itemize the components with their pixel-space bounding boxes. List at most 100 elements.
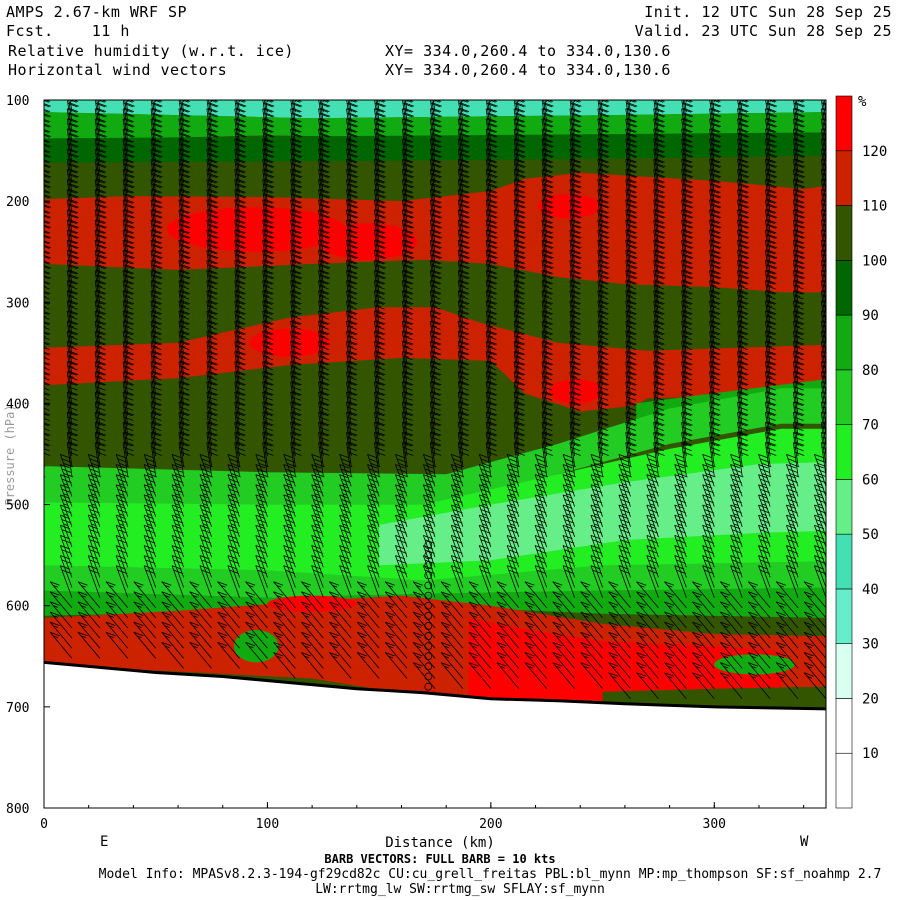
barb-flag bbox=[180, 249, 190, 254]
barb-staff bbox=[94, 108, 101, 143]
barb-flag bbox=[117, 488, 128, 494]
barb-flag bbox=[151, 163, 162, 168]
barb-flag bbox=[124, 264, 135, 269]
barb-flag bbox=[179, 244, 190, 249]
barb-staff bbox=[152, 100, 157, 123]
barb-staff bbox=[490, 100, 492, 103]
barb-flag bbox=[152, 127, 162, 133]
wind-barb bbox=[150, 100, 163, 133]
barb-staff bbox=[66, 280, 73, 315]
barb-flag bbox=[152, 158, 162, 163]
barb-flag bbox=[173, 458, 184, 463]
wind-barb bbox=[66, 401, 79, 436]
barb-staff bbox=[44, 291, 45, 295]
barb-flag bbox=[88, 504, 98, 509]
barb-staff bbox=[238, 100, 240, 103]
wind-barb bbox=[122, 280, 135, 315]
barb-flag bbox=[180, 284, 186, 287]
barb-flag bbox=[67, 325, 78, 330]
barb-flag bbox=[77, 581, 88, 586]
wind-barb bbox=[178, 128, 191, 163]
barb-staff bbox=[94, 189, 101, 224]
barb-flag bbox=[150, 381, 161, 386]
barb-flag bbox=[97, 82, 107, 86]
barb-flag bbox=[124, 122, 135, 127]
barb-flag bbox=[180, 411, 190, 416]
barb-flag bbox=[69, 365, 75, 368]
barb-flag bbox=[44, 104, 50, 108]
barb-flag bbox=[152, 299, 162, 305]
wind-barb bbox=[122, 159, 135, 194]
wind-barb bbox=[266, 100, 268, 103]
barb-flag bbox=[95, 426, 106, 431]
barb-flag bbox=[180, 178, 190, 183]
wind-barb bbox=[178, 391, 190, 426]
barb-flag bbox=[96, 219, 107, 224]
barb-flag bbox=[124, 127, 135, 133]
barb-staff bbox=[178, 371, 185, 406]
barb-flag bbox=[94, 219, 105, 224]
barb-flag bbox=[68, 208, 79, 214]
barb-staff bbox=[94, 402, 101, 436]
barb-flag bbox=[143, 494, 154, 499]
wind-barb bbox=[66, 432, 79, 467]
barb-flag bbox=[68, 310, 79, 315]
barb-flag bbox=[151, 274, 162, 280]
barb-flag bbox=[152, 334, 158, 338]
barb-flag bbox=[152, 88, 162, 92]
barb-flag bbox=[347, 73, 357, 77]
barb-flag bbox=[179, 113, 190, 118]
barb-flag bbox=[123, 113, 134, 118]
barb-flag bbox=[88, 545, 98, 550]
barb-flag bbox=[487, 93, 497, 97]
barb-flag bbox=[180, 355, 186, 358]
barb-flag bbox=[89, 488, 100, 494]
barb-staff bbox=[178, 280, 185, 315]
barb-flag bbox=[150, 189, 161, 194]
barb-flag bbox=[67, 270, 77, 275]
barb-flag bbox=[175, 473, 185, 478]
barb-flag bbox=[122, 381, 133, 386]
barb-flag bbox=[67, 330, 77, 336]
wind-barb bbox=[294, 100, 296, 103]
barb-flag bbox=[180, 73, 190, 77]
barb-flag bbox=[152, 138, 162, 143]
barb-staff bbox=[44, 250, 45, 254]
barb-staff bbox=[44, 495, 45, 497]
barb-staff bbox=[66, 128, 73, 163]
barb-flag bbox=[178, 189, 189, 194]
wind-barb bbox=[122, 219, 135, 254]
barb-staff bbox=[105, 581, 129, 608]
wind-barb bbox=[150, 361, 162, 396]
barb-flag bbox=[96, 284, 103, 287]
barb-flag bbox=[460, 78, 470, 82]
barb-flag bbox=[180, 289, 190, 295]
barb-flag bbox=[69, 274, 79, 279]
barb-flag bbox=[49, 631, 60, 637]
wind-barb bbox=[66, 371, 79, 406]
barb-flag bbox=[152, 355, 158, 358]
wind-barb bbox=[122, 421, 135, 457]
barb-flag bbox=[69, 88, 79, 92]
barb-staff bbox=[150, 432, 157, 467]
barb-flag bbox=[171, 494, 182, 499]
barb-flag bbox=[40, 73, 50, 77]
barb-flag bbox=[44, 205, 50, 209]
barb-staff bbox=[44, 100, 45, 103]
barb-flag bbox=[151, 113, 162, 118]
barb-flag bbox=[150, 270, 161, 275]
barb-flag bbox=[105, 631, 116, 637]
barb-flag bbox=[151, 204, 162, 209]
wind-barb bbox=[178, 432, 190, 467]
barb-flag bbox=[60, 484, 70, 489]
barb-flag bbox=[117, 468, 128, 473]
barb-flag bbox=[152, 122, 163, 127]
barb-flag bbox=[44, 260, 51, 264]
barb-staff bbox=[49, 601, 73, 629]
barb-flag bbox=[44, 149, 51, 153]
wind-barb bbox=[66, 330, 79, 366]
barb-flag bbox=[143, 534, 154, 540]
barb-flag bbox=[152, 188, 162, 193]
barb-flag bbox=[122, 411, 133, 417]
barb-flag bbox=[68, 330, 79, 335]
